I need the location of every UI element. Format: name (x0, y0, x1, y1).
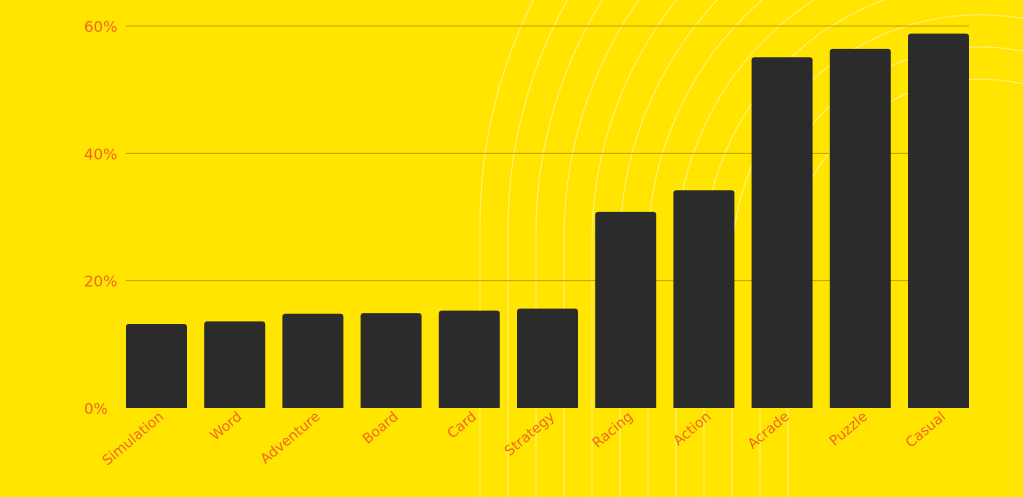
x-category-label: Puzzle (827, 409, 871, 450)
bar (360, 313, 422, 408)
decorative-arc (507, 0, 569, 497)
x-category-label: Simulation (100, 409, 167, 469)
bar (282, 313, 344, 408)
x-category-label: Board (360, 409, 402, 448)
x-category-label: Action (671, 409, 715, 449)
y-tick-label: 40% (84, 145, 117, 163)
y-tick-label: 0% (84, 400, 108, 418)
x-category-label: Card (444, 409, 479, 442)
bar (438, 310, 500, 408)
x-category-label: Word (207, 409, 245, 444)
bars (126, 33, 969, 409)
decorative-arc (591, 0, 678, 497)
x-category-label: Racing (590, 409, 637, 452)
gridlines (126, 25, 969, 282)
bar (595, 211, 657, 408)
x-category-label: Adventure (258, 409, 324, 468)
decorative-arc (787, 78, 1023, 497)
decorative-arc (535, 0, 604, 497)
decorative-arc (563, 0, 640, 497)
bar (673, 190, 735, 408)
bar (126, 323, 187, 408)
bar (829, 48, 891, 409)
bar (751, 57, 813, 409)
decorative-arc (703, 0, 886, 497)
x-axis-category-labels: Simulation Word Adventure Board Card Strategy… (100, 409, 949, 469)
y-tick-label: 20% (84, 273, 117, 291)
decorative-arc (619, 0, 719, 497)
x-category-label: Acrade (745, 409, 793, 453)
decorative-arc (675, 0, 815, 497)
decorative-arc (647, 0, 763, 497)
bar (517, 308, 578, 408)
x-category-label: Strategy (502, 409, 558, 460)
y-tick-label: 60% (84, 18, 117, 36)
x-category-label: Casual (903, 409, 949, 451)
bar (204, 321, 266, 408)
bar (908, 33, 969, 408)
y-axis-tick-labels: 0% 20% 40% 60% (84, 18, 117, 418)
